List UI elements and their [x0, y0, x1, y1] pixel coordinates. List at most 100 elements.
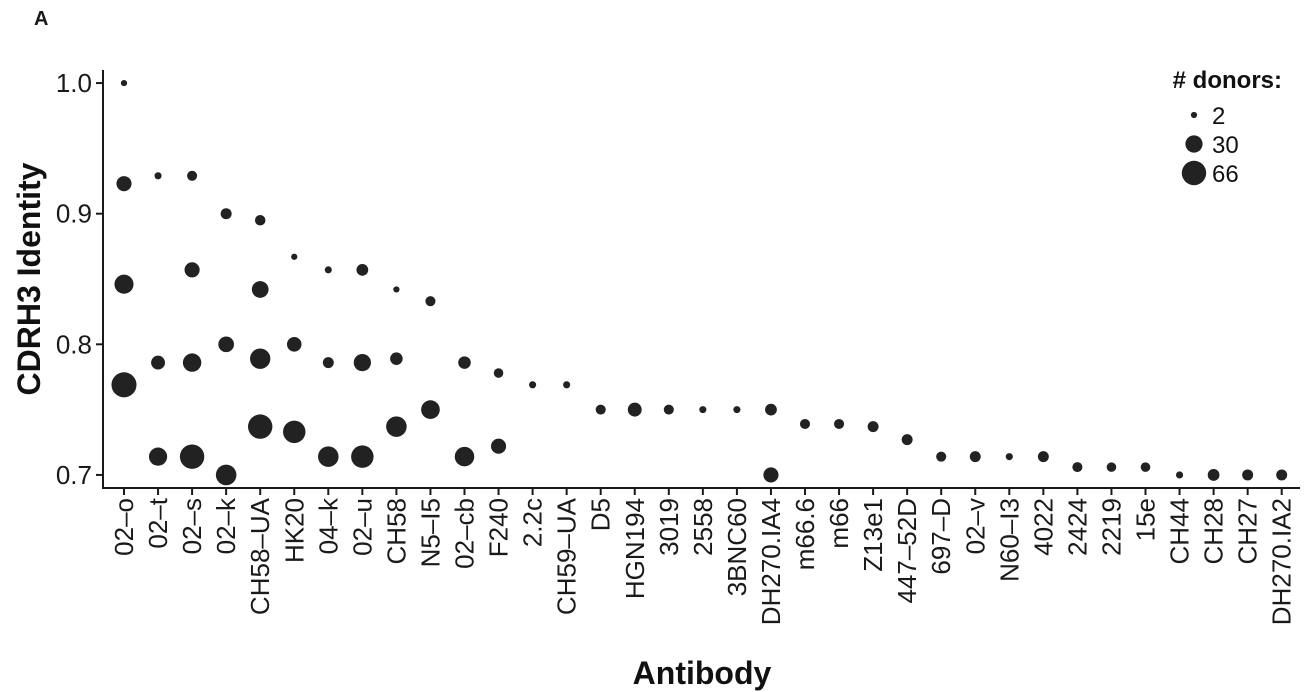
x-tick-label: 697–D [926, 498, 956, 575]
data-point [799, 418, 811, 430]
data-point [283, 420, 306, 444]
data-point [1106, 462, 1117, 472]
data-point [324, 266, 332, 274]
data-point [493, 368, 504, 378]
x-tick-label: 02–u [347, 498, 377, 556]
x-tick-label: CH58–UA [245, 497, 275, 615]
data-point [425, 296, 436, 307]
x-tick-label: 2424 [1062, 498, 1092, 556]
data-point [390, 352, 403, 365]
data-point [318, 446, 339, 467]
legend-label: 66 [1212, 161, 1239, 188]
data-point [563, 381, 571, 389]
data-point [386, 416, 407, 437]
x-tick-label: 447–52D [892, 498, 922, 604]
data-point [663, 404, 674, 415]
legend-title: # donors: [1173, 67, 1282, 94]
data-point [322, 357, 334, 369]
data-point [1072, 462, 1083, 473]
x-tick-label: 2558 [688, 498, 718, 556]
x-tick-label: N60–I3 [994, 498, 1024, 582]
x-tick-label: 2.2c [518, 498, 548, 547]
x-tick-label: CH58 [381, 498, 411, 564]
x-tick-label: CH59–UA [552, 497, 582, 615]
x-tick-label: CH44 [1165, 498, 1195, 564]
data-point [250, 348, 271, 369]
x-tick-label: CH27 [1233, 498, 1263, 564]
data-point [936, 451, 947, 462]
x-axis-title: Antibody [633, 655, 772, 691]
x-tick-label: m66.6 [790, 498, 820, 570]
data-point [627, 402, 642, 417]
data-point [1176, 471, 1184, 479]
data-point [286, 337, 302, 352]
data-point [154, 172, 162, 180]
data-point [111, 372, 137, 398]
legend-dot [1185, 135, 1203, 153]
legend-label: 2 [1212, 103, 1225, 130]
data-point [421, 400, 440, 419]
data-point [867, 421, 879, 433]
panel-label: A [34, 8, 49, 30]
data-point [218, 336, 234, 353]
data-point [356, 263, 369, 276]
x-tick-label: 15e [1131, 498, 1161, 541]
x-tick-label: 02–v [960, 498, 990, 554]
legend-dot [1181, 160, 1207, 186]
x-tick-label: DH270.IA2 [1267, 498, 1297, 625]
data-point [901, 434, 913, 446]
data-point [1005, 453, 1013, 461]
y-axis-title: CDRH3 Identity [11, 162, 47, 395]
data-point [763, 467, 779, 483]
x-tick-label: 04–k [313, 497, 343, 554]
data-point [179, 444, 205, 469]
x-tick-label: 02–k [211, 497, 241, 554]
data-point [699, 406, 707, 414]
data-point [187, 170, 198, 181]
data-point [351, 445, 374, 468]
data-point [1140, 462, 1151, 472]
x-tick-label: 02–cb [450, 498, 480, 569]
x-tick-label: 2219 [1096, 498, 1126, 556]
data-point [529, 381, 537, 389]
data-point [733, 406, 741, 414]
x-tick-label: m66 [824, 498, 854, 549]
data-point [120, 79, 128, 87]
data-point [1207, 469, 1220, 481]
x-ticks: 02–o 02–t 02–s 02–k CH58–UA HK20 04–k 02–u CH58 N… [109, 488, 1297, 625]
axes [102, 70, 1300, 489]
y-tick-label: 1.0 [56, 68, 92, 98]
x-tick-label: Z13e1 [858, 498, 888, 572]
data-point [291, 253, 298, 260]
x-tick-label: 02–t [143, 497, 173, 548]
x-tick-label: 4022 [1028, 498, 1058, 556]
data-point [114, 274, 134, 294]
data-point [248, 414, 273, 439]
data-point [220, 208, 232, 220]
data-point [595, 404, 606, 415]
x-tick-label: 3019 [654, 498, 684, 556]
y-tick-label: 0.8 [56, 329, 92, 359]
data-point [215, 464, 237, 486]
data-point [1242, 469, 1254, 481]
data-point [765, 403, 777, 416]
x-tick-label: HK20 [279, 498, 309, 563]
legend-label: 30 [1212, 132, 1239, 159]
data-point [251, 281, 269, 298]
data-point [1276, 469, 1288, 481]
x-tick-label: DH270.IA4 [756, 498, 786, 625]
data-point [490, 438, 507, 454]
x-tick-label: CH28 [1199, 498, 1229, 564]
x-tick-label: HGN194 [620, 498, 650, 599]
data-point [116, 176, 132, 192]
legend-dot [1190, 111, 1198, 119]
data-point [148, 447, 168, 466]
data-point [969, 451, 981, 463]
data-points [111, 79, 1288, 486]
x-tick-label: N5–I5 [415, 498, 445, 567]
y-tick-label: 0.9 [56, 199, 92, 229]
x-tick-label: D5 [586, 498, 616, 531]
